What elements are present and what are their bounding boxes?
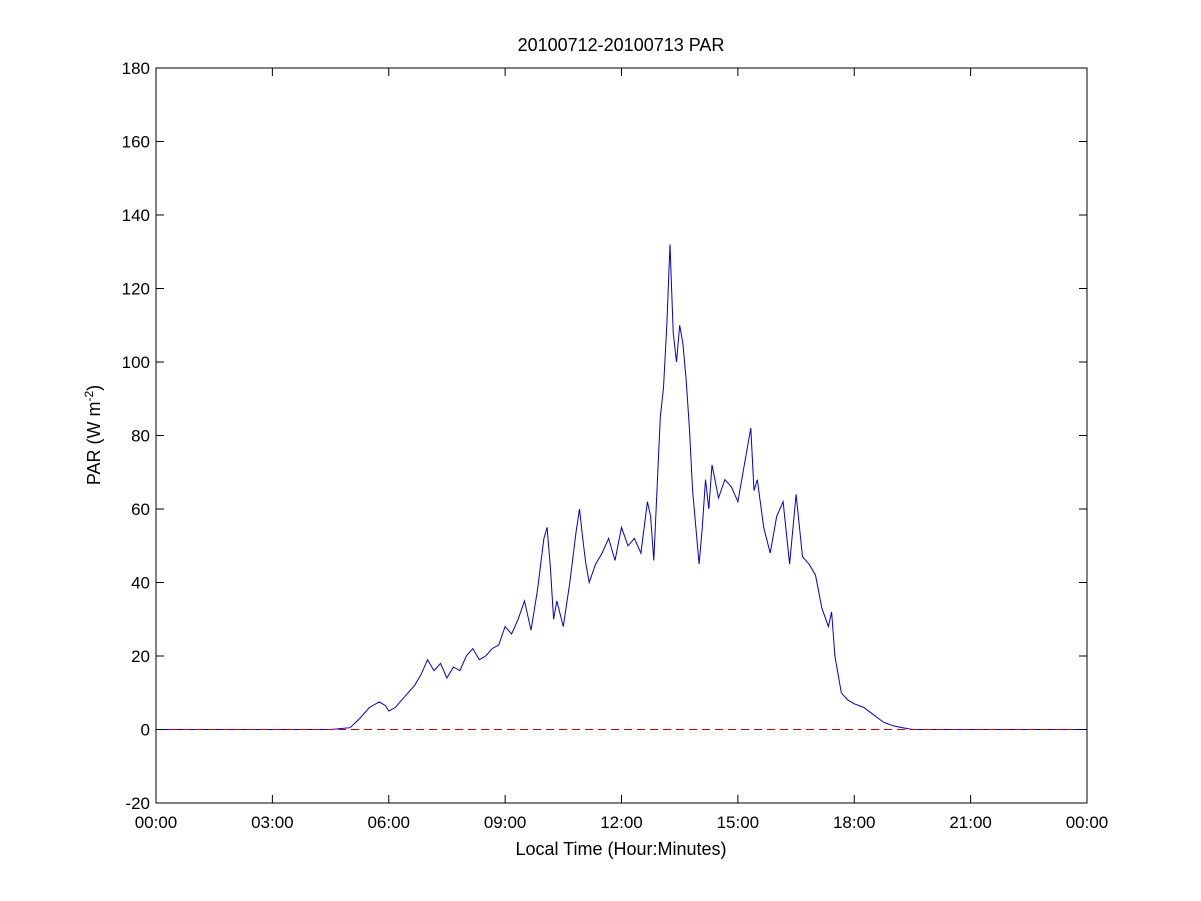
x-axis-label: Local Time (Hour:Minutes): [515, 839, 726, 859]
series-line-1: [156, 244, 1087, 730]
x-tick-label: 00:00: [1066, 813, 1109, 832]
x-tick-label: 00:00: [135, 813, 178, 832]
y-axis-label-sup: -2: [82, 391, 96, 402]
y-axis-label: PAR (W m-2): [82, 385, 104, 485]
plot-area: [156, 68, 1087, 803]
y-tick-label: 60: [131, 500, 150, 519]
x-tick-label: 03:00: [251, 813, 294, 832]
chart-title: 20100712-20100713 PAR: [518, 35, 725, 55]
y-tick-label: 120: [122, 280, 150, 299]
y-tick-label: 100: [122, 353, 150, 372]
x-tick-label: 12:00: [600, 813, 643, 832]
y-tick-label: -20: [125, 794, 150, 813]
y-tick-label: 0: [141, 721, 150, 740]
y-tick-label: 160: [122, 133, 150, 152]
x-tick-label: 15:00: [717, 813, 760, 832]
y-tick-label: 40: [131, 574, 150, 593]
y-tick-label: 180: [122, 59, 150, 78]
y-tick-label: 80: [131, 427, 150, 446]
y-axis-label-close: ): [84, 385, 104, 391]
x-tick-label: 06:00: [367, 813, 410, 832]
x-tick-label: 18:00: [833, 813, 876, 832]
x-tick-label: 21:00: [949, 813, 992, 832]
y-axis: -20 0 20 40 60 80 100 120 140 160 180: [122, 59, 1087, 813]
x-axis: 00:00 03:00 06:00 09:00 12:00 15:00 18:00 21:00…: [135, 68, 1109, 832]
y-tick-label: 20: [131, 647, 150, 666]
series-layer: [156, 244, 1087, 730]
y-axis-label-base: PAR (W m: [84, 402, 104, 486]
x-tick-label: 09:00: [484, 813, 527, 832]
y-tick-label: 140: [122, 206, 150, 225]
